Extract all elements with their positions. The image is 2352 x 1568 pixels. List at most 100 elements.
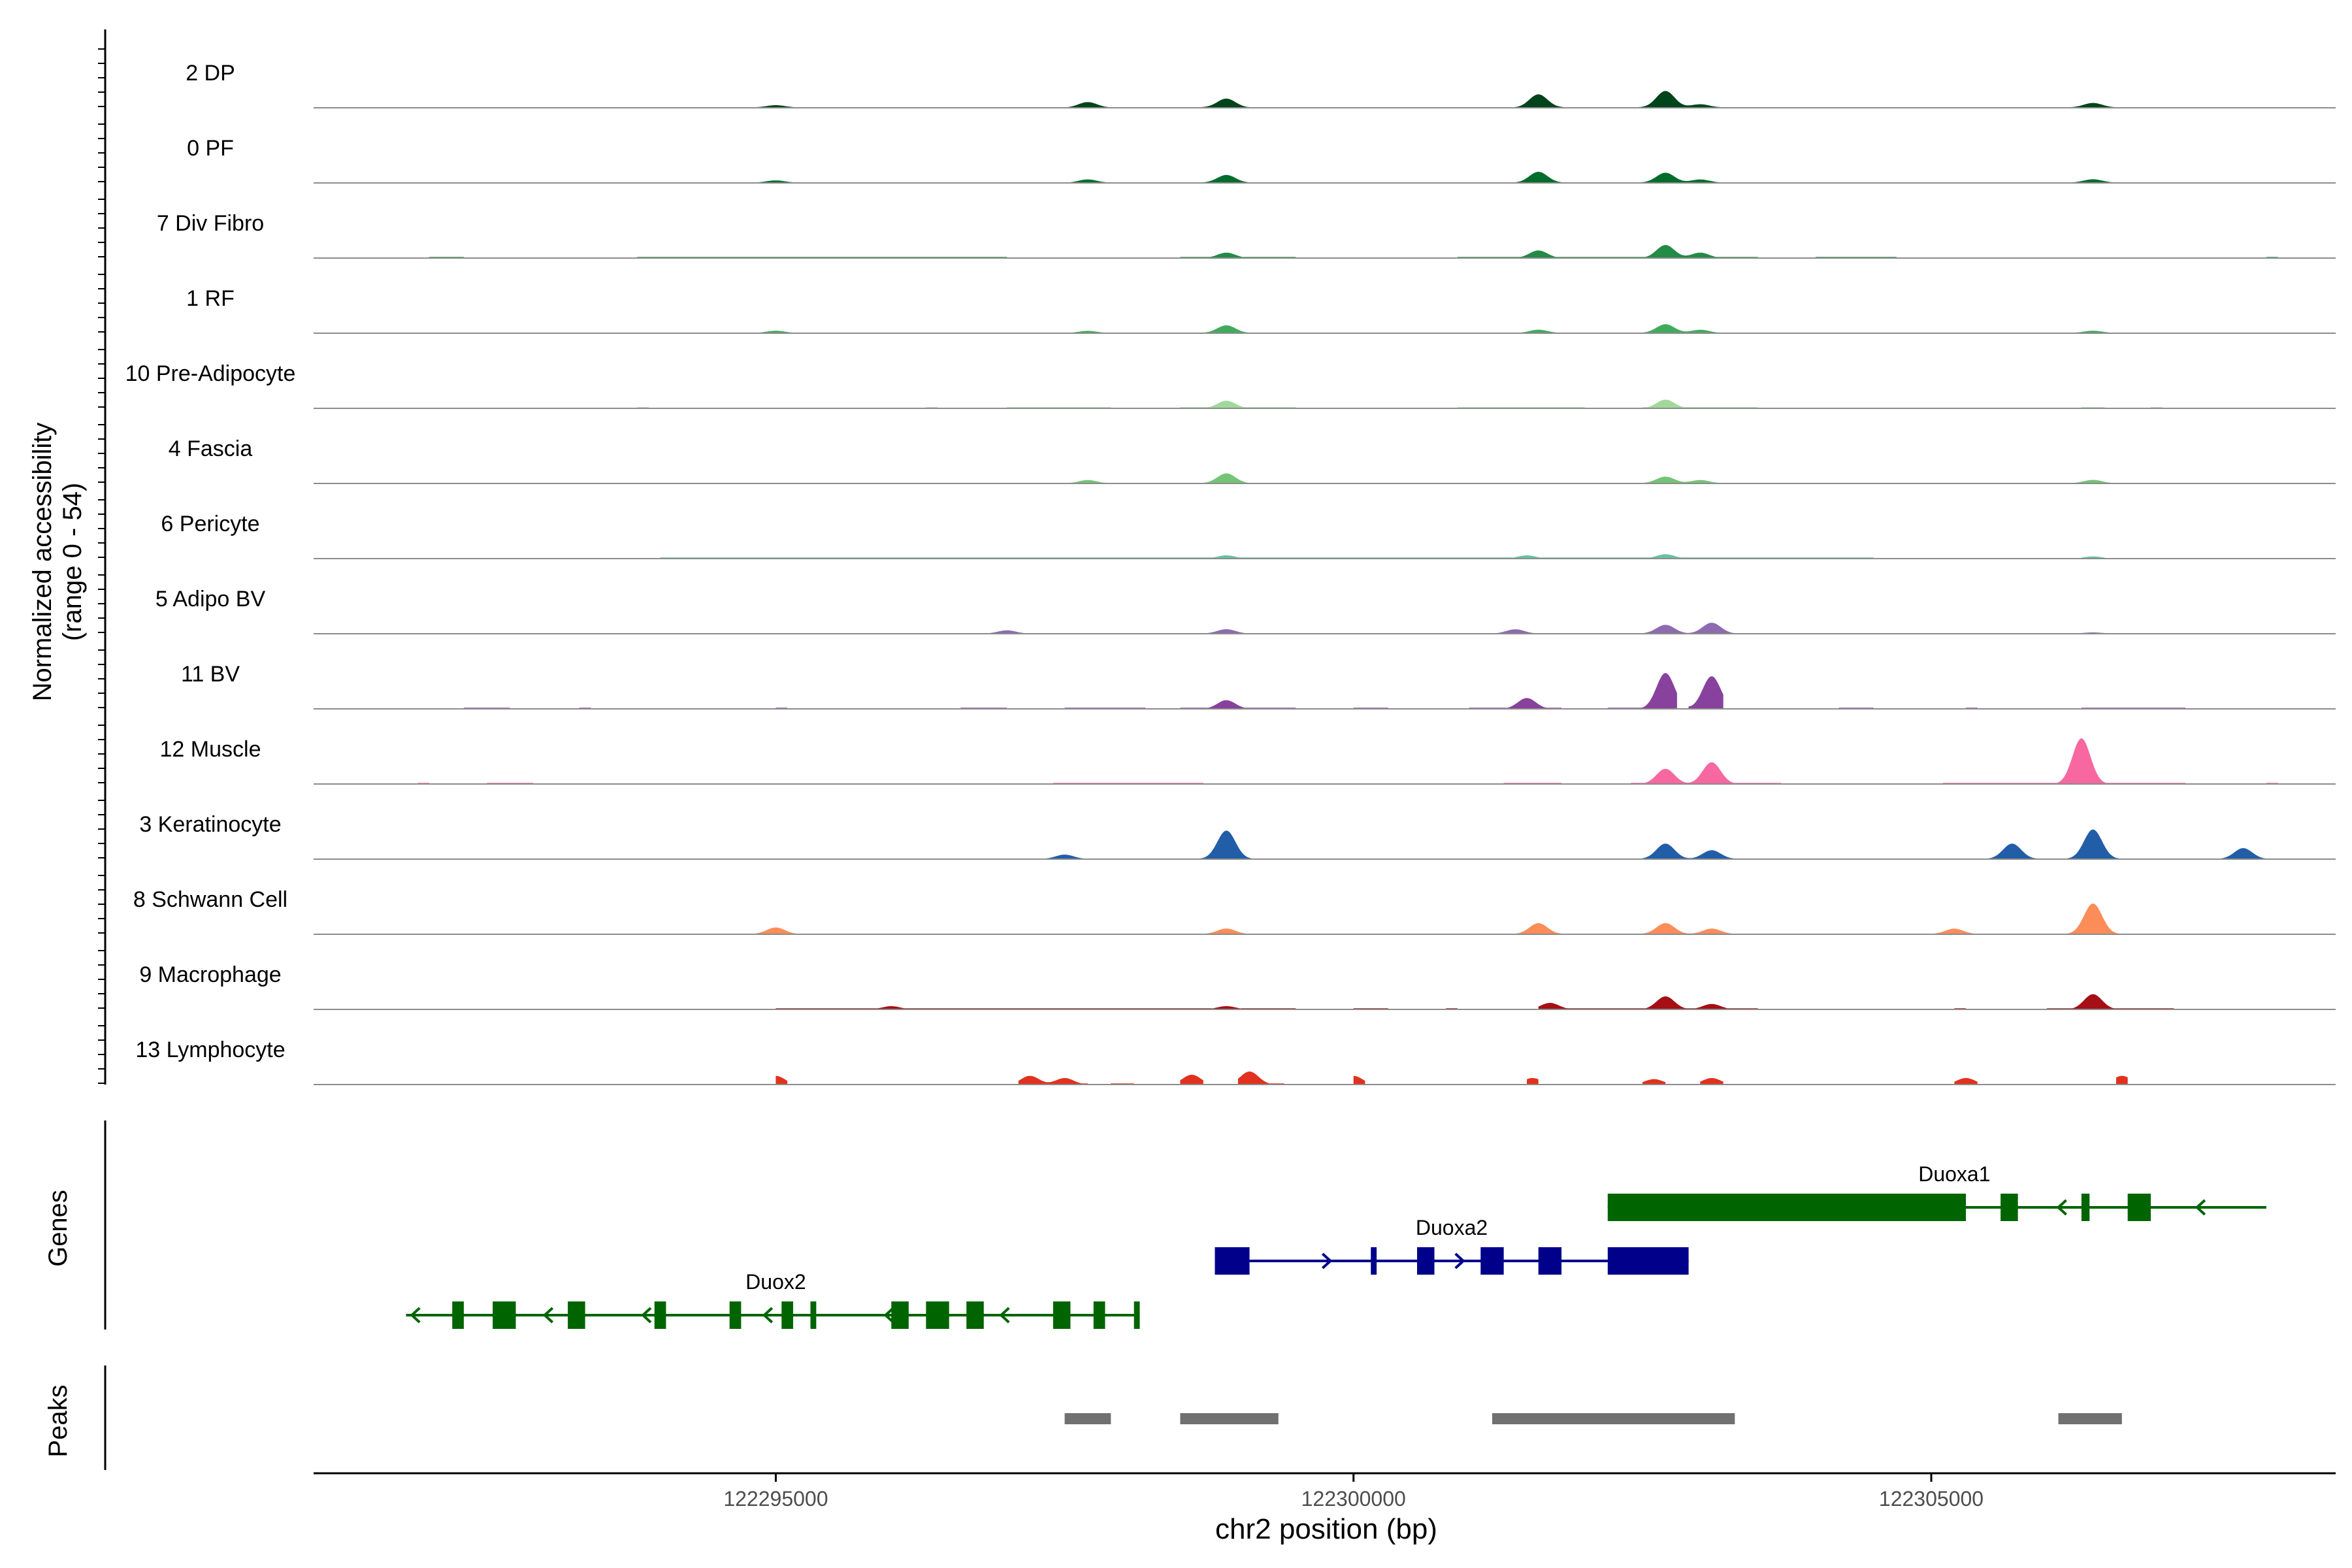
y-axis [98,29,106,1085]
peaks-panel [104,1365,2122,1470]
gene-Duox2-exon [891,1301,909,1329]
track-3 [314,324,2336,334]
gene-Duoxa1-strand-arrow [2056,1199,2067,1216]
gene-Duoxa1-exon [2001,1194,2018,1221]
gene-Duoxa1-strand-arrow [2195,1199,2206,1216]
coverage-tracks [314,91,2336,1085]
gene-Duoxa2-strand-arrow [1454,1252,1465,1269]
x-axis-tick-label: 122300000 [1301,1487,1406,1511]
gene-Duoxa1: Duoxa1 [1607,1162,2266,1221]
genes-panel-label: Genes [44,1190,73,1267]
x-axis-title: chr2 position (bp) [1215,1513,1437,1545]
track-0-coverage-area [429,91,2278,108]
track-label-1: 0 PF [187,136,234,161]
gene-Duox2-exon [654,1301,666,1329]
gene-label-Duoxa2: Duoxa2 [1416,1216,1488,1239]
track-10-coverage-area [429,829,2278,859]
track-label-8: 11 BV [181,662,240,687]
x-axis: 122295000 122300000 122305000 [314,1472,2336,1511]
gene-Duox2-exon [452,1301,464,1329]
x-axis-tick-label: 122305000 [1879,1487,1984,1511]
track-label-6: 6 Pericyte [161,512,259,536]
track-11-coverage-area [429,903,2163,934]
track-6-coverage-area [660,554,2105,559]
track-label-13: 13 Lymphocyte [135,1037,285,1062]
y-axis-title-line2: (range 0 - 54) [58,483,87,641]
track-1-coverage-area [429,171,2278,183]
gene-Duox2-strand-arrow [641,1307,652,1324]
track-label-11: 8 Schwann Cell [133,887,287,912]
gene-Duoxa2-exon [1416,1247,1435,1275]
track-4 [314,399,2336,409]
gene-Duoxa2-exon [1538,1247,1562,1275]
gene-Duox2-strand-arrow [883,1307,894,1324]
track-label-0: 2 DP [186,61,235,86]
track-0 [314,91,2336,108]
track-6 [314,554,2336,559]
track-label-9: 12 Muscle [160,737,261,762]
gene-Duox2-strand-arrow [542,1307,554,1324]
track-5-coverage-area [429,473,2278,483]
gene-label-Duox2: Duox2 [745,1270,806,1294]
track-7-coverage-area [429,623,2278,634]
track-9 [314,738,2336,785]
gene-annotation-panel: Duoxa1 Duoxa2 Duox2 [104,1120,2266,1330]
track-2 [314,245,2336,259]
gene-Duox2-strand-arrow [999,1307,1010,1324]
track-12 [314,994,2336,1010]
track-8 [314,673,2336,710]
gene-Duoxa2-exon [1371,1247,1377,1275]
gene-Duoxa1-exon [1607,1194,1967,1221]
gene-Duox2-exon [1053,1301,1071,1329]
track-label-3: 1 RF [186,286,235,311]
track-12-coverage-area [776,994,2174,1009]
gene-Duox2-exon [781,1301,793,1329]
track-label-2: 7 Div Fibro [157,211,264,236]
gene-Duox2-exon [810,1301,817,1329]
gene-Duox2-exon [926,1301,949,1329]
peak-region [1064,1413,1111,1424]
gene-Duox2-exon [568,1301,585,1329]
track-label-10: 3 Keratinocyte [139,812,281,837]
track-labels: 2 DP 0 PF 7 Div Fibro 1 RF 10 Pre-Adipocyte 4… [125,61,296,1062]
gene-Duox2-exon [1134,1301,1140,1329]
gene-Duox2-exon [493,1301,516,1329]
track-13 [314,1071,2336,1085]
track-label-7: 5 Adipo BV [155,587,266,612]
gene-Duoxa2-exon [1607,1247,1689,1275]
track-10 [314,829,2336,860]
peak-region [2058,1413,2122,1424]
gene-Duox2: Duox2 [406,1270,1140,1329]
gene-Duox2-exon [729,1301,742,1329]
gene-Duoxa2-exon [1215,1247,1250,1275]
gene-Duox2-exon [1093,1301,1105,1329]
y-axis-title-line1: Normalized accessibility [28,423,57,702]
gene-Duoxa1-exon [2127,1194,2151,1221]
gene-Duoxa2-strand-arrow [1321,1252,1333,1269]
track-label-4: 10 Pre-Adipocyte [125,361,296,386]
peaks-panel-label: Peaks [44,1384,73,1457]
track-5 [314,473,2336,484]
gene-label-Duoxa1: Duoxa1 [1918,1162,1990,1186]
track-9-coverage-area [417,738,2278,784]
track-2-coverage-area [429,245,2278,258]
gene-Duox2-strand-arrow [410,1307,421,1324]
gene-Duox2-exon [966,1301,984,1329]
gene-Duox2-strand-arrow [762,1307,774,1324]
track-label-5: 4 Fascia [169,436,253,461]
track-label-12: 9 Macrophage [139,962,281,987]
peak-region [1180,1413,1279,1424]
track-3-coverage-area [429,324,2278,333]
gene-Duoxa2-exon [1480,1247,1504,1275]
gene-Duoxa2: Duoxa2 [1215,1216,1689,1275]
track-4-coverage-area [637,399,2163,408]
track-8-coverage-area [463,673,2186,709]
x-axis-tick-label: 122295000 [723,1487,828,1511]
track-7 [314,623,2336,634]
track-13-coverage-area [776,1071,2128,1085]
track-1 [314,171,2336,184]
peak-region [1492,1413,1735,1424]
track-11 [314,903,2336,935]
gene-Duoxa1-exon [2081,1194,2090,1221]
